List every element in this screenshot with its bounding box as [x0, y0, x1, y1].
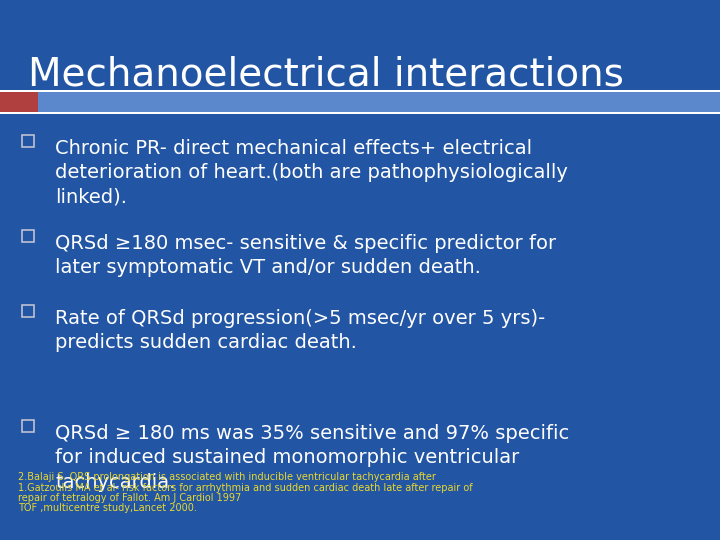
Text: repair of tetralogy of Fallot. Am J Cardiol 1997: repair of tetralogy of Fallot. Am J Card…: [18, 493, 241, 503]
Text: Chronic PR- direct mechanical effects+ electrical
deterioration of heart.(both a: Chronic PR- direct mechanical effects+ e…: [55, 139, 568, 206]
Bar: [38, 92, 720, 112]
Text: 1.Gatzoulis MA et al- risk factors for arrhythmia and sudden cardiac death late : 1.Gatzoulis MA et al- risk factors for a…: [18, 483, 472, 493]
Text: QRSd ≥180 msec- sensitive & specific predictor for
later symptomatic VT and/or s: QRSd ≥180 msec- sensitive & specific pre…: [55, 234, 556, 277]
Bar: [22, 230, 34, 242]
Bar: [22, 420, 34, 432]
Text: TOF ,multicentre study,Lancet 2000.: TOF ,multicentre study,Lancet 2000.: [18, 503, 197, 513]
Text: QRSd ≥ 180 ms was 35% sensitive and 97% specific
for induced sustained monomorph: QRSd ≥ 180 ms was 35% sensitive and 97% …: [55, 424, 570, 491]
Bar: [0, 92, 38, 112]
Text: Mechanoelectrical interactions: Mechanoelectrical interactions: [28, 56, 624, 94]
Text: 2.Balaji S. QRS prolongation is associated with inducible ventricular tachycardi: 2.Balaji S. QRS prolongation is associat…: [18, 472, 436, 482]
Text: Rate of QRSd progression(>5 msec/yr over 5 yrs)-
predicts sudden cardiac death.: Rate of QRSd progression(>5 msec/yr over…: [55, 309, 545, 352]
Bar: [0, 112, 720, 114]
Bar: [22, 305, 34, 317]
Bar: [0, 90, 720, 92]
Bar: [22, 135, 34, 147]
